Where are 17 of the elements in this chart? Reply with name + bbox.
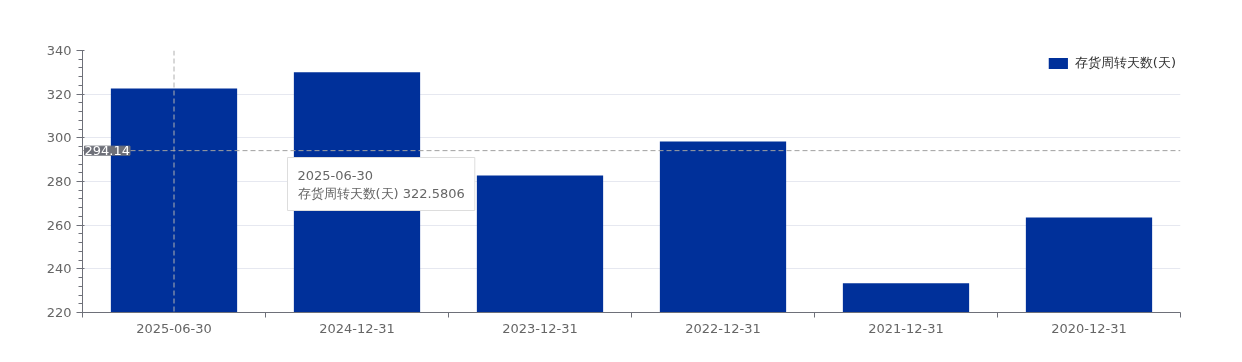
x-tick-label: 2022-12-31 bbox=[685, 320, 761, 336]
x-tick-label: 2024-12-31 bbox=[319, 320, 395, 336]
x-tick-label: 2020-12-31 bbox=[1051, 320, 1127, 336]
y-tick-label: 220 bbox=[46, 305, 72, 320]
y-tick-label: 300 bbox=[46, 130, 72, 146]
annotation: 存货周转天数(天) 322.5806 bbox=[297, 185, 465, 201]
y-tick-label: 260 bbox=[46, 217, 72, 233]
x-tick-label: 2023-12-31 bbox=[502, 320, 578, 336]
y-tick-label: 280 bbox=[46, 174, 72, 189]
x-tick-label: 2021-12-31 bbox=[868, 320, 944, 336]
annotation: 2025-06-30 bbox=[297, 167, 374, 183]
y-tick-label: 340 bbox=[46, 43, 72, 58]
x-tick-label: 2025-06-30 bbox=[136, 320, 212, 336]
y-tick-label: 240 bbox=[46, 261, 72, 277]
ref-line-label: 294.14 bbox=[84, 143, 130, 159]
y-tick-label: 320 bbox=[46, 86, 72, 102]
legend-label: 存货周转天数(天) bbox=[1074, 54, 1176, 72]
